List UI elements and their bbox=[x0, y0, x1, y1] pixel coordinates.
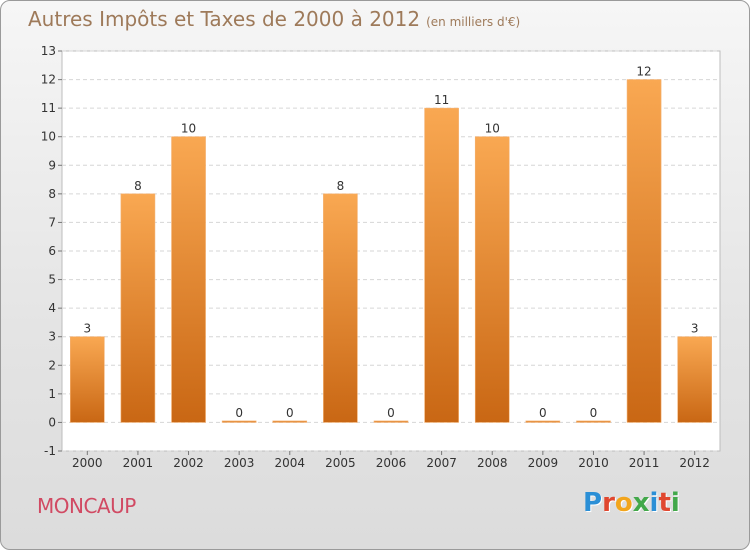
y-tick-label: 10 bbox=[41, 130, 56, 144]
x-tick-label-2004: 2004 bbox=[274, 456, 305, 470]
bar-2003 bbox=[221, 420, 257, 423]
y-tick-label: 8 bbox=[48, 187, 56, 201]
bar-2007 bbox=[424, 107, 459, 423]
x-tick-label-2002: 2002 bbox=[173, 456, 204, 470]
value-label-2009: 0 bbox=[539, 406, 547, 420]
bar-2004 bbox=[272, 420, 308, 423]
bars: 3 8 10 0 0 8 0 11 10 0 0 12 3 bbox=[70, 65, 712, 423]
x-tick-label-2005: 2005 bbox=[325, 456, 356, 470]
value-label-2005: 8 bbox=[337, 179, 345, 193]
logo-letter: i bbox=[670, 488, 680, 518]
value-label-2004: 0 bbox=[286, 406, 294, 420]
y-tick-label: 1 bbox=[48, 387, 56, 401]
x-tick-label-2007: 2007 bbox=[426, 456, 457, 470]
logo-letter: P bbox=[583, 488, 603, 518]
bar-2005 bbox=[323, 193, 358, 423]
proxiti-logo: Proxiti bbox=[583, 488, 680, 518]
y-tick-label: 12 bbox=[41, 73, 56, 87]
y-tick-label: -1 bbox=[44, 444, 56, 458]
x-tick-label-2000: 2000 bbox=[72, 456, 103, 470]
y-tick-label: 4 bbox=[48, 301, 56, 315]
logo-letter: o bbox=[614, 488, 633, 518]
logo-letter: x bbox=[632, 488, 650, 518]
value-label-2012: 3 bbox=[691, 322, 699, 336]
logo-letter: r bbox=[602, 488, 615, 518]
y-tick-label: 0 bbox=[48, 415, 56, 429]
value-label-2002: 10 bbox=[181, 122, 196, 136]
value-label-2006: 0 bbox=[387, 406, 395, 420]
x-tick-label-2006: 2006 bbox=[376, 456, 407, 470]
commune-name: MONCAUP bbox=[37, 494, 136, 518]
value-label-2001: 8 bbox=[134, 179, 142, 193]
logo-letter: i bbox=[649, 488, 659, 518]
x-tick-label-2010: 2010 bbox=[578, 456, 609, 470]
x-axis: 2000 2001 2002 2003 2004 2005 2006 2007 2008 2009… bbox=[72, 451, 710, 470]
x-tick-label-2008: 2008 bbox=[477, 456, 508, 470]
bar-2010 bbox=[576, 420, 611, 423]
bar-2000 bbox=[70, 336, 105, 423]
chart-title: Autres Impôts et Taxes de 2000 à 2012 (en… bbox=[28, 7, 520, 31]
chart-subtitle: (en milliers d'€) bbox=[426, 15, 521, 29]
bar-2006 bbox=[373, 420, 409, 423]
value-label-2000: 3 bbox=[83, 322, 91, 336]
bar-2009 bbox=[525, 420, 561, 423]
bar-2001 bbox=[120, 193, 156, 423]
x-tick-label-2011: 2011 bbox=[629, 456, 660, 470]
y-tick-label: 3 bbox=[48, 330, 56, 344]
chart-title-text: Autres Impôts et Taxes de 2000 à 2012 bbox=[28, 7, 421, 31]
y-tick-label: 13 bbox=[41, 44, 56, 58]
y-tick-label: 6 bbox=[48, 244, 56, 258]
y-tick-label: 9 bbox=[48, 158, 56, 172]
x-tick-label-2012: 2012 bbox=[679, 456, 710, 470]
y-tick-label: 11 bbox=[41, 101, 56, 115]
y-tick-label: 2 bbox=[48, 358, 56, 372]
x-tick-label-2001: 2001 bbox=[123, 456, 154, 470]
value-label-2003: 0 bbox=[235, 406, 243, 420]
x-tick-label-2003: 2003 bbox=[224, 456, 255, 470]
value-label-2010: 0 bbox=[590, 406, 598, 420]
bar-2011 bbox=[626, 79, 662, 423]
value-label-2008: 10 bbox=[485, 122, 500, 136]
value-label-2011: 12 bbox=[636, 65, 651, 79]
logo-letter: t bbox=[658, 488, 671, 518]
bar-2002 bbox=[171, 136, 206, 423]
x-tick-label-2009: 2009 bbox=[528, 456, 559, 470]
value-label-2007: 11 bbox=[434, 93, 449, 107]
bar-2012 bbox=[677, 336, 712, 423]
y-tick-label: 5 bbox=[48, 273, 56, 287]
y-tick-label: 7 bbox=[48, 215, 56, 229]
bar-2008 bbox=[474, 136, 510, 423]
